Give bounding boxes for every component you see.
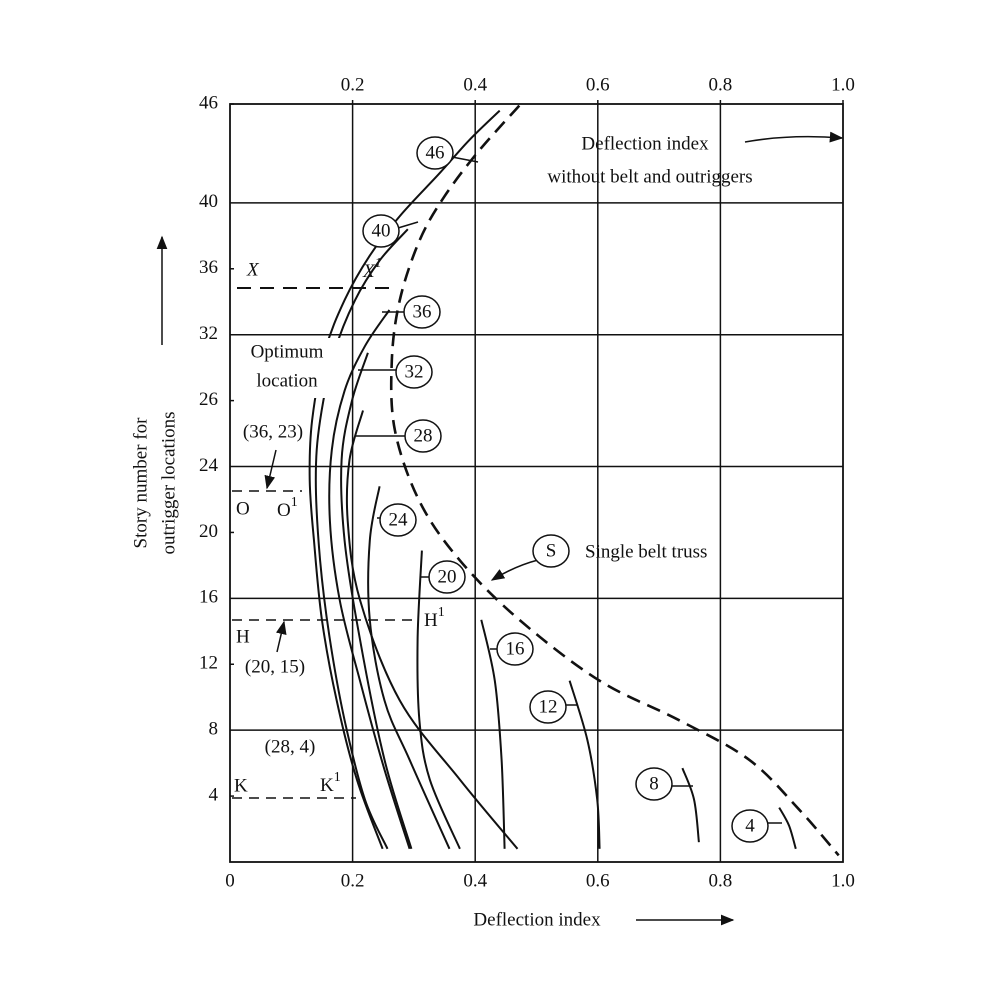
x-tick-label: 0: [225, 870, 235, 891]
curve: [328, 309, 411, 850]
point-label: O: [277, 500, 291, 521]
series-label: 46: [426, 142, 445, 163]
series-label: 32: [405, 361, 424, 382]
point-label: H: [236, 626, 250, 647]
point-label: H1: [424, 605, 445, 631]
label-circle: [428, 560, 466, 594]
coordinate-label: (28, 4): [265, 736, 316, 757]
label-circle: [379, 503, 417, 537]
curve: [568, 680, 601, 849]
annotation: location: [256, 370, 318, 391]
curve: [345, 410, 519, 850]
y-tick-label: 36: [199, 257, 218, 278]
x-tick-label: 1.0: [831, 870, 855, 891]
y-tick-label: 26: [199, 389, 218, 410]
curve: [389, 104, 840, 857]
curve: [778, 807, 797, 850]
superscript: 1: [334, 770, 341, 785]
curve: [681, 767, 700, 843]
label-circle: [529, 690, 567, 724]
label-circle: [403, 295, 441, 329]
y-axis-label: Story number for: [130, 417, 151, 549]
series-label: 40: [372, 220, 391, 241]
x-axis-label: Deflection index: [473, 909, 601, 930]
label-circle: [496, 632, 534, 666]
series-label: 16: [506, 638, 525, 659]
point-label: K: [320, 775, 334, 796]
label-circle: [395, 355, 433, 389]
series-label: 12: [539, 696, 558, 717]
y-tick-label: 20: [199, 521, 218, 542]
curve: [367, 486, 451, 850]
annotation: Deflection index: [581, 133, 709, 154]
label-circle: [532, 534, 570, 568]
series-label: 36: [413, 301, 432, 322]
series-label: 8: [649, 773, 659, 794]
point-label: X: [246, 259, 260, 280]
point-label: K1: [320, 770, 341, 796]
x2-tick-label: 0.6: [586, 74, 610, 95]
label-circle: [362, 214, 400, 248]
curve: [480, 619, 506, 849]
point-label: O1: [277, 495, 298, 521]
series-label: 24: [389, 509, 409, 530]
superscript: 1: [375, 256, 382, 271]
annotation: Single belt truss: [585, 541, 707, 562]
superscript: 1: [291, 495, 298, 510]
point-label: O: [236, 498, 250, 519]
x2-tick-label: 0.2: [341, 74, 365, 95]
label-circle: [635, 767, 673, 801]
curve: [340, 352, 413, 850]
series-label: 20: [438, 566, 457, 587]
annotation-arrow: [490, 559, 539, 581]
y-tick-label: 24: [199, 455, 219, 476]
annotation-arrow: [275, 620, 287, 653]
y-tick-label: 40: [199, 191, 218, 212]
series-label: 4: [745, 815, 755, 836]
curves: [308, 104, 840, 857]
y-tick-label: 4: [209, 784, 219, 805]
coordinate-label: (36, 23): [243, 421, 303, 442]
x2-tick-label: 1.0: [831, 74, 855, 95]
series-label: S: [546, 540, 557, 561]
leader-line: [397, 221, 419, 229]
y-tick-label: 32: [199, 323, 218, 344]
x-tick-label: 0.2: [341, 870, 365, 891]
y-tick-label: 16: [199, 587, 218, 608]
y-tick-label: 46: [199, 92, 218, 113]
leader-line: [451, 156, 479, 163]
x-tick-label: 0.6: [586, 870, 610, 891]
point-label: X1: [362, 256, 382, 282]
curve: [416, 550, 461, 850]
annotation: Optimum: [251, 341, 324, 362]
plot-frame: [229, 103, 844, 863]
annotation-arrow: [264, 449, 277, 490]
annotation-arrow: [744, 131, 844, 143]
y-tick-label: 8: [209, 719, 219, 740]
point-label: K: [234, 775, 248, 796]
y-tick-label: 12: [199, 653, 218, 674]
curve: [308, 109, 501, 850]
x2-tick-label: 0.4: [463, 74, 487, 95]
x-tick-label: 0.8: [709, 870, 733, 891]
superscript: 1: [438, 605, 445, 620]
x-tick-label: 0.4: [463, 870, 487, 891]
grid: [230, 104, 843, 862]
point-label: H: [424, 610, 438, 631]
annotation: without belt and outriggers: [547, 166, 752, 187]
coordinate-label: (20, 15): [245, 656, 305, 677]
label-circle: [404, 419, 442, 453]
y-axis-label: outrigger locations: [158, 412, 179, 555]
label-circle: [416, 136, 454, 170]
label-background: [233, 338, 341, 398]
series-label: 28: [414, 425, 433, 446]
x2-tick-label: 0.8: [709, 74, 733, 95]
label-circle: [731, 809, 769, 843]
curve: [314, 228, 409, 850]
point-label: X: [362, 261, 376, 282]
